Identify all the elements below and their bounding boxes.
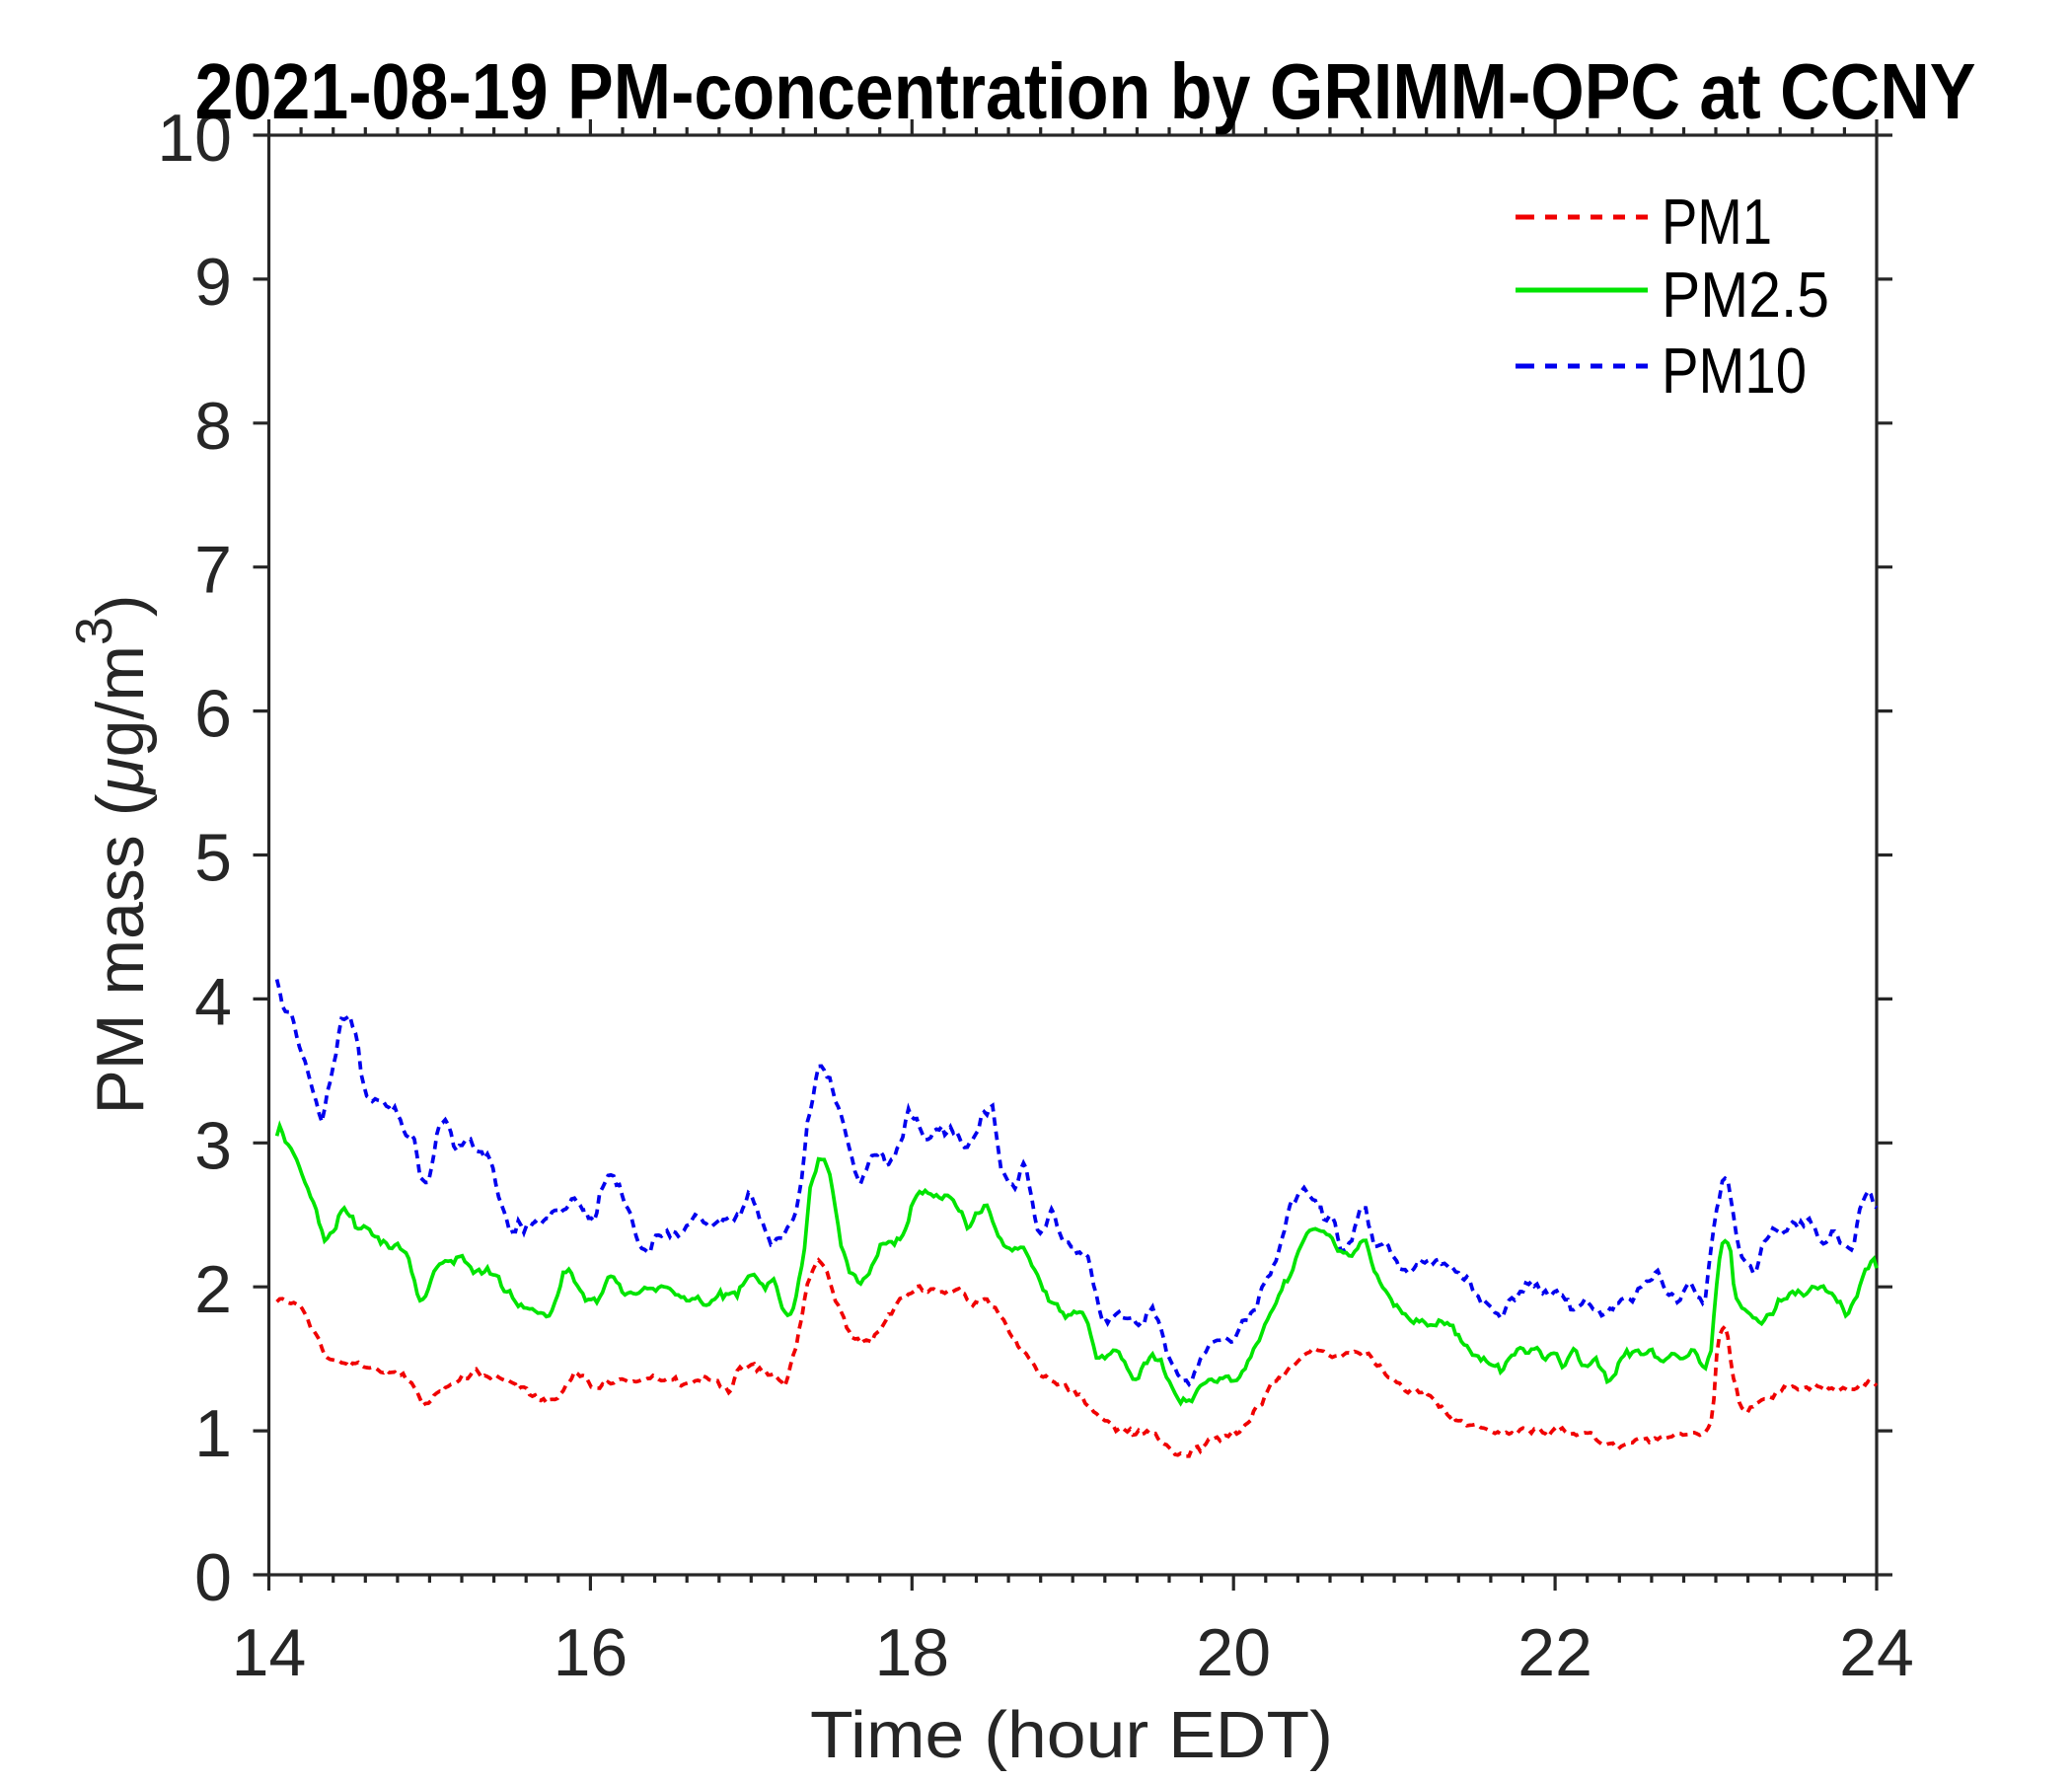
svg-text:PM1: PM1 xyxy=(1662,186,1772,258)
svg-text:10: 10 xyxy=(157,101,232,176)
svg-text:2021-08-19 PM-concentration by: 2021-08-19 PM-concentration by GRIMM-OPC… xyxy=(195,47,1976,135)
svg-text:8: 8 xyxy=(194,389,232,464)
svg-text:PM10: PM10 xyxy=(1662,334,1807,407)
svg-text:6: 6 xyxy=(194,677,232,752)
svg-text:24: 24 xyxy=(1839,1615,1914,1690)
svg-text:7: 7 xyxy=(194,533,232,608)
svg-text:PM mass (μg/m3): PM mass (μg/m3) xyxy=(66,594,158,1114)
svg-text:4: 4 xyxy=(194,964,232,1039)
svg-text:20: 20 xyxy=(1196,1615,1271,1690)
svg-text:2: 2 xyxy=(194,1252,232,1327)
svg-text:1: 1 xyxy=(194,1396,232,1471)
svg-text:16: 16 xyxy=(554,1615,629,1690)
svg-text:3: 3 xyxy=(194,1108,232,1183)
svg-text:5: 5 xyxy=(194,821,232,896)
svg-text:22: 22 xyxy=(1517,1615,1592,1690)
svg-text:Time (hour EDT): Time (hour EDT) xyxy=(810,1698,1333,1772)
svg-text:9: 9 xyxy=(194,245,232,320)
svg-text:14: 14 xyxy=(232,1615,307,1690)
svg-text:0: 0 xyxy=(194,1540,232,1615)
svg-text:PM2.5: PM2.5 xyxy=(1662,259,1829,331)
svg-text:18: 18 xyxy=(874,1615,949,1690)
